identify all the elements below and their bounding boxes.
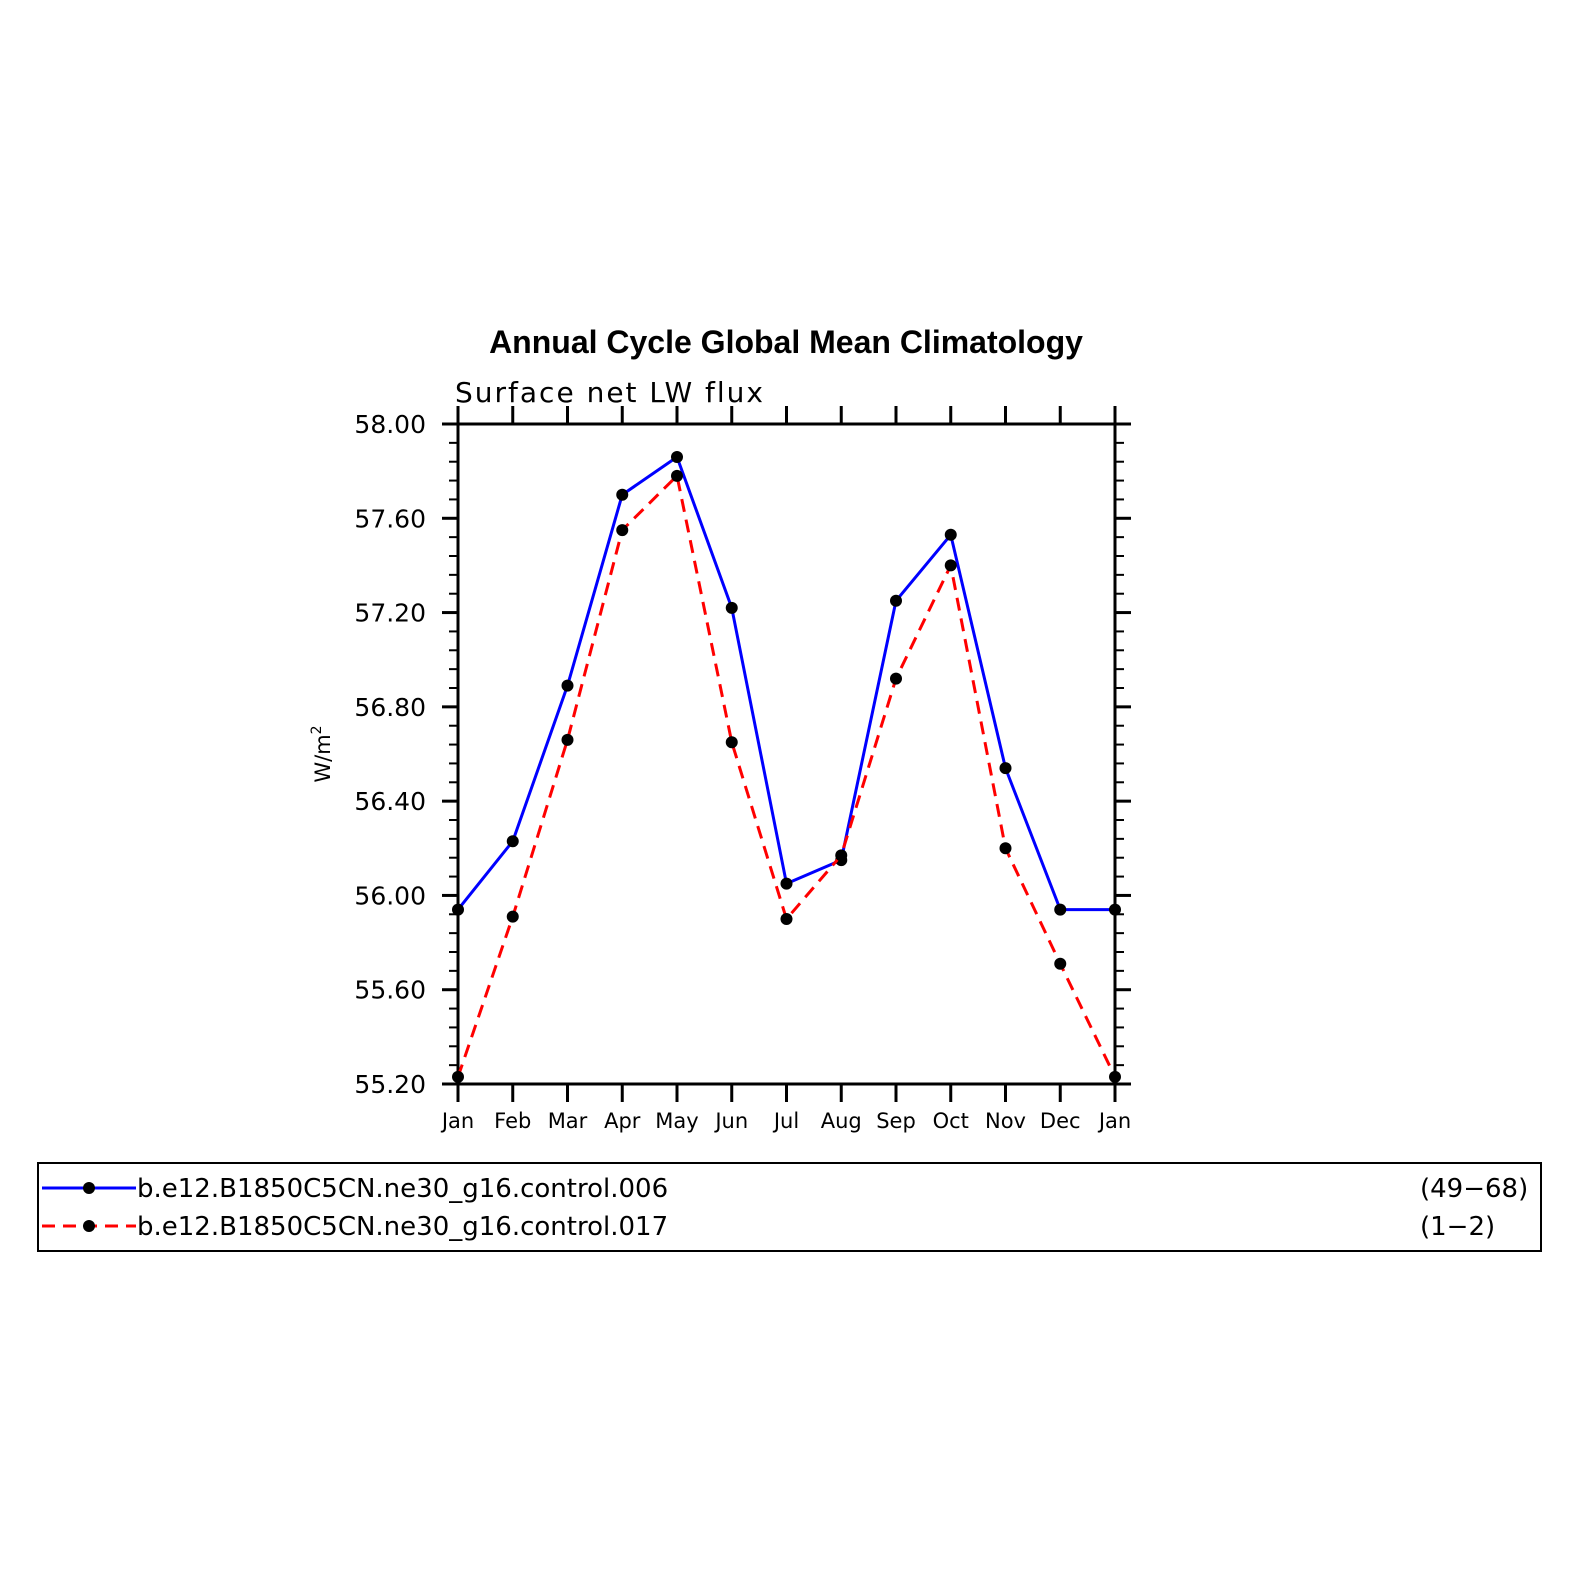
data-point <box>452 1070 464 1083</box>
data-point <box>1109 903 1121 916</box>
y-tick-label: 55.60 <box>354 976 426 1005</box>
chart-title: Annual Cycle Global Mean Climatology <box>489 324 1083 360</box>
data-point <box>780 913 793 925</box>
series-line <box>456 455 1115 912</box>
plot-frame <box>456 422 1117 1086</box>
x-tick-label: Sep <box>876 1109 916 1133</box>
data-point <box>1109 1070 1121 1083</box>
series-layer <box>452 451 1121 1083</box>
data-point <box>944 559 957 572</box>
chart-subtitle: Surface net LW flux <box>455 376 765 409</box>
y-axis-label-superscript: 2 <box>309 725 325 734</box>
x-tick-label: Mar <box>548 1109 588 1133</box>
data-point <box>506 910 519 923</box>
data-point <box>452 903 464 916</box>
x-tick-label: Nov <box>985 1109 1026 1133</box>
y-tick-label: 56.40 <box>354 787 426 816</box>
y-tick-label: 56.80 <box>354 693 426 722</box>
data-point <box>944 528 957 541</box>
x-tick-label: Jan <box>1097 1109 1131 1133</box>
x-tick-label: Dec <box>1040 1109 1081 1133</box>
data-point <box>890 672 902 685</box>
y-tick-label: 57.20 <box>354 599 426 628</box>
data-point <box>835 849 848 862</box>
y-tick-label: 55.20 <box>354 1070 426 1099</box>
x-tick-label: Oct <box>933 1109 969 1133</box>
x-tick-label: Jul <box>772 1109 799 1133</box>
legend-entry-label: b.e12.B1850C5CN.ne30_g16.control.006 <box>137 1174 668 1204</box>
data-point <box>999 842 1012 855</box>
data-point <box>725 601 738 614</box>
series-line <box>456 474 1117 1078</box>
x-tick-label: Jan <box>440 1109 474 1133</box>
legend-marker <box>83 1220 95 1232</box>
data-point <box>999 762 1012 775</box>
legend: b.e12.B1850C5CN.ne30_g16.control.006 (49−… <box>37 1162 1542 1252</box>
data-point <box>1054 903 1067 916</box>
data-point <box>780 877 793 890</box>
legend-box <box>37 1162 1542 1252</box>
data-point <box>561 733 574 746</box>
series-2 <box>452 469 1121 1083</box>
x-tick-label: Aug <box>821 1109 862 1133</box>
data-point <box>890 594 902 607</box>
legend-marker <box>83 1182 95 1194</box>
data-point <box>561 679 574 692</box>
data-point <box>671 451 683 463</box>
data-point <box>616 488 629 501</box>
legend-entry-years: (1−2) <box>1420 1212 1495 1242</box>
x-tick-label: Apr <box>604 1109 641 1133</box>
x-tick-label: May <box>655 1109 698 1133</box>
x-tick-label: Feb <box>494 1109 531 1133</box>
y-tick-label: 58.00 <box>354 410 426 439</box>
y-axis-label-unit: W/m <box>311 734 335 782</box>
y-tick-label: 56.00 <box>354 881 426 910</box>
x-tick-label: Jun <box>713 1109 748 1133</box>
data-point <box>616 524 629 537</box>
legend-entry-years: (49−68) <box>1420 1174 1528 1204</box>
data-point <box>671 469 683 482</box>
y-tick-label: 57.60 <box>354 504 426 533</box>
data-point <box>506 835 519 848</box>
data-point <box>725 736 738 749</box>
y-axis-label: W/m2 <box>309 725 335 782</box>
legend-entry-label: b.e12.B1850C5CN.ne30_g16.control.017 <box>137 1212 668 1242</box>
data-point <box>1054 957 1067 970</box>
series-1 <box>452 451 1121 916</box>
axes: 55.20 55.60 56.00 56.40 56.80 57.20 57.60 58.00… <box>354 406 1131 1133</box>
